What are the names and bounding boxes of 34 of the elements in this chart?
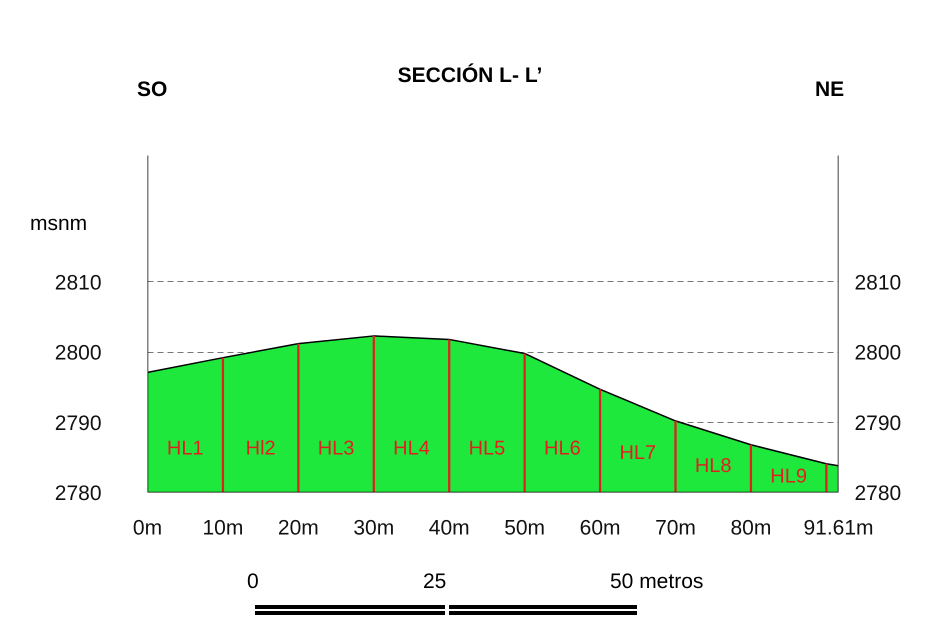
x-tick-label: 30m — [353, 516, 394, 540]
y2-tick-label: 2800 — [854, 342, 902, 365]
y-tick-label: 2780 — [54, 482, 102, 505]
annotation: HL5 — [468, 438, 506, 460]
annotation: HL9 — [770, 466, 807, 488]
x-tick-label: 20m — [278, 516, 319, 540]
annotation: HL4 — [393, 438, 430, 460]
y-axis-title: msnm — [30, 211, 88, 237]
y-tick-label: 2800 — [54, 342, 102, 365]
annotation: HL8 — [694, 455, 732, 478]
annotation: HL7 — [619, 442, 656, 464]
annotation: HL6 — [544, 438, 581, 460]
y2-tick-label: 2810 — [854, 271, 902, 294]
y-tick-label: 2790 — [54, 412, 102, 435]
x-tick-label: 0m — [132, 516, 162, 540]
annotation: HL1 — [166, 438, 204, 460]
annotation: HL3 — [318, 438, 354, 460]
annotation: Hl2 — [246, 438, 276, 460]
x-tick-label: 91.61m — [803, 516, 874, 540]
y2-tick-label: 2780 — [854, 482, 902, 505]
y2-tick-label: 2790 — [854, 412, 902, 435]
chart-title: SECCIÓN L- L’ — [398, 64, 542, 87]
text: 25 — [423, 569, 446, 595]
text: SO — [137, 77, 168, 103]
text: NE — [815, 77, 844, 103]
x-tick-label: 70m — [655, 516, 696, 540]
x-tick-label: 10m — [202, 516, 244, 540]
x-tick-label: 50m — [504, 516, 546, 540]
text: 50 metros — [610, 569, 704, 595]
x-tick-label: 80m — [730, 516, 772, 540]
x-tick-label: 60m — [580, 516, 621, 540]
x-tick-label: 40m — [428, 516, 470, 540]
text: 0 — [247, 569, 259, 595]
y-tick-label: 2810 — [54, 271, 102, 294]
